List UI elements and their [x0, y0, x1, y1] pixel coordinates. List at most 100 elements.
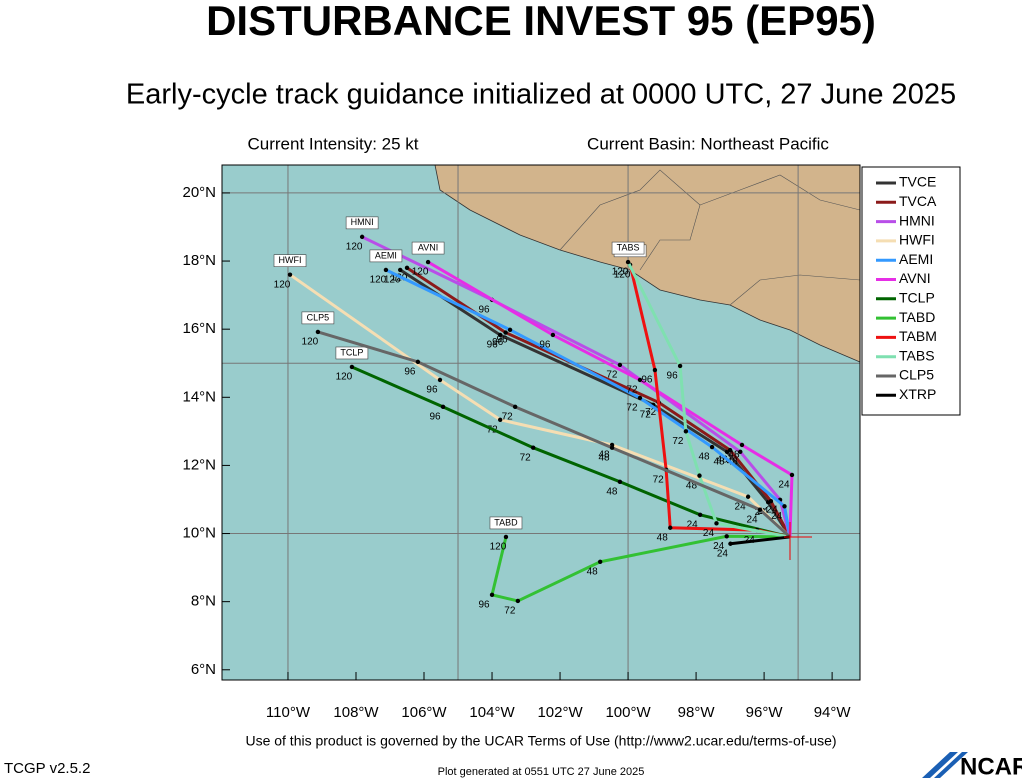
legend-label: TVCE: [899, 174, 936, 190]
x-tick-label: 110°W: [266, 704, 311, 721]
x-tick-label: 108°W: [333, 704, 379, 721]
lead-hour-label: 96: [492, 337, 504, 348]
lead-hour-label: 48: [606, 486, 618, 497]
track-point: [757, 507, 763, 512]
track-point: [515, 598, 521, 604]
name-box-label: HWFI: [279, 255, 302, 265]
track-point: [530, 445, 536, 450]
terms: Use of this product is governed by the U…: [245, 733, 836, 749]
lead-hour-label: 72: [606, 370, 618, 381]
logo: NCAR: [960, 753, 1022, 780]
x-tick-label: 100°W: [605, 704, 651, 721]
lead-hour-label: 96: [426, 385, 438, 396]
track-point: [617, 362, 623, 368]
name-box: [345, 216, 379, 230]
track-point: [789, 472, 795, 478]
lead-hour-label: 96: [487, 340, 499, 351]
x-tick-label: 106°W: [401, 704, 447, 721]
y-tick-label: 18°N: [182, 252, 216, 269]
y-tick-label: 16°N: [182, 320, 216, 337]
lead-hour-label: 48: [657, 532, 669, 543]
plot-frame: [221, 164, 861, 681]
lead-hour-label: 48: [713, 456, 725, 467]
lead-hour-label: 72: [645, 407, 657, 418]
lead-hour-label: 48: [599, 450, 611, 461]
lead-hour-label: 96: [539, 340, 551, 351]
border: [699, 174, 861, 211]
lead-hour-label: 96: [478, 305, 490, 316]
lead-hour-label: 120: [391, 273, 408, 284]
lead-hour-label: 24: [687, 519, 699, 530]
track-point: [415, 359, 421, 365]
track-point: [637, 395, 643, 401]
track-point: [668, 525, 673, 530]
lead-hour-label: 48: [686, 480, 698, 491]
track-point: [745, 494, 751, 499]
track-point: [383, 267, 389, 273]
y-tick-label: 14°N: [182, 388, 216, 405]
track-point: [349, 364, 355, 370]
track-point: [503, 330, 508, 335]
track-point: [497, 417, 503, 422]
legend-label: TABM: [899, 328, 937, 344]
lead-hour-label: 24: [746, 514, 758, 525]
track-point: [550, 332, 556, 338]
track-line: [427, 260, 794, 537]
name-box: [411, 241, 445, 255]
lead-hour-label: 72: [672, 436, 684, 447]
lead-hour-label: 96: [429, 411, 441, 422]
generated: Plot generated at 0551 UTC 27 June 2025: [438, 766, 645, 778]
lead-hour-label: 96: [404, 367, 416, 378]
lead-hour-label: 120: [336, 372, 353, 383]
y-tick-label: 8°N: [191, 593, 216, 610]
track-line: [399, 268, 792, 538]
track-point: [507, 327, 513, 333]
legend-label: TCLP: [899, 290, 935, 306]
name-box-label: TABD: [494, 517, 518, 527]
track-point: [697, 512, 703, 518]
track-point: [652, 367, 658, 373]
intensity: Current Intensity: 25 kt: [247, 134, 418, 153]
track-point: [437, 377, 443, 383]
legend-label: TABS: [899, 347, 935, 363]
track-point: [287, 272, 293, 277]
lead-hour-label: 24: [717, 548, 729, 559]
name-box-label: AEMI: [375, 250, 397, 260]
name-box-label: TCLP: [340, 347, 363, 357]
lead-hour-label: 48: [717, 455, 729, 466]
name-box-label: CLP5: [307, 312, 330, 322]
chart-title: DISTURBANCE INVEST 95 (EP95): [206, 0, 876, 44]
x-tick-label: 102°W: [537, 704, 583, 721]
legend-label: AVNI: [899, 270, 931, 286]
track-point: [677, 363, 683, 369]
land: [434, 164, 861, 363]
subtitle: Early-cycle track guidance initialized a…: [126, 79, 956, 111]
track-point: [617, 479, 623, 484]
y-tick-label: 6°N: [191, 661, 216, 678]
y-tick-label: 10°N: [182, 525, 216, 542]
track-point: [625, 259, 631, 265]
name-box: [611, 241, 645, 255]
lead-hour-label: 24: [771, 511, 783, 522]
logo-mark: [922, 752, 968, 778]
lead-hour-label: 72: [520, 452, 532, 463]
track-line: [385, 268, 792, 538]
name-box-label: AVNI: [418, 242, 438, 252]
track-point: [739, 442, 745, 448]
track-point: [359, 234, 365, 240]
lead-hour-label: 24: [767, 504, 779, 515]
track-point: [503, 534, 509, 540]
lead-hour-label: 72: [640, 409, 652, 420]
lead-hour-label: 24: [755, 507, 767, 518]
track-point: [489, 592, 495, 598]
lead-hour-label: 24: [735, 501, 747, 512]
name-box-label: HMNI: [351, 217, 374, 227]
lead-hour-label: 72: [502, 411, 514, 422]
lead-hour-label: 120: [490, 542, 507, 553]
legend-label: HMNI: [899, 212, 935, 228]
legend-label: CLP5: [899, 367, 934, 383]
track-point: [724, 534, 729, 539]
lead-hour-label: 120: [614, 269, 631, 280]
track-point: [683, 429, 689, 434]
